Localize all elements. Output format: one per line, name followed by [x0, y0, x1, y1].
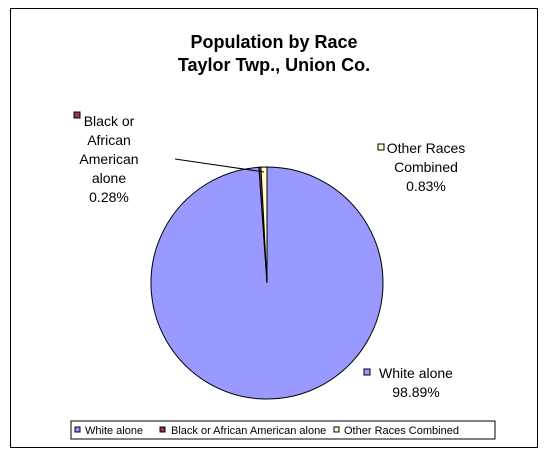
legend-label-other: Other Races Combined: [344, 425, 459, 437]
data-label-other-value: 0.83%: [406, 178, 446, 194]
data-label-black-key: [73, 111, 81, 119]
pie-chart: Population by Race Taylor Twp., Union Co…: [70, 32, 496, 440]
legend-swatch-white: [74, 426, 81, 433]
data-label-white: White alone 98.89%: [363, 365, 453, 400]
chart-subtitle: Taylor Twp., Union Co.: [178, 55, 370, 75]
data-label-black-value: 0.28%: [89, 189, 129, 205]
data-label-black: Black or African American alone 0.28%: [73, 111, 139, 205]
pie-slice-other: [260, 166, 268, 284]
data-label-black-line4: alone: [92, 170, 126, 186]
data-label-other-line1: Other Races: [387, 140, 466, 156]
data-label-black-line1: Black or: [84, 113, 135, 129]
data-label-white-key: [363, 368, 371, 376]
data-label-other-line2: Combined: [394, 159, 458, 175]
data-label-white-value: 98.89%: [392, 384, 439, 400]
legend-swatch-black: [159, 426, 166, 433]
legend-label-black: Black or African American alone: [171, 425, 326, 437]
data-label-other: Other Races Combined 0.83%: [377, 140, 466, 194]
data-label-other-key: [377, 143, 385, 151]
data-label-black-line3: American: [79, 151, 138, 167]
chart-frame: Population by Race Taylor Twp., Union Co…: [10, 8, 538, 448]
legend-label-white: White alone: [85, 425, 143, 437]
pie-slices: [150, 166, 384, 400]
data-label-black-line2: African: [87, 132, 131, 148]
legend-box: [70, 420, 496, 440]
leader-line-black: [174, 158, 265, 173]
legend-swatch-other: [333, 426, 340, 433]
legend: White alone Black or African American al…: [70, 420, 496, 440]
data-label-white-line1: White alone: [379, 365, 453, 381]
chart-title: Population by Race: [190, 32, 357, 52]
